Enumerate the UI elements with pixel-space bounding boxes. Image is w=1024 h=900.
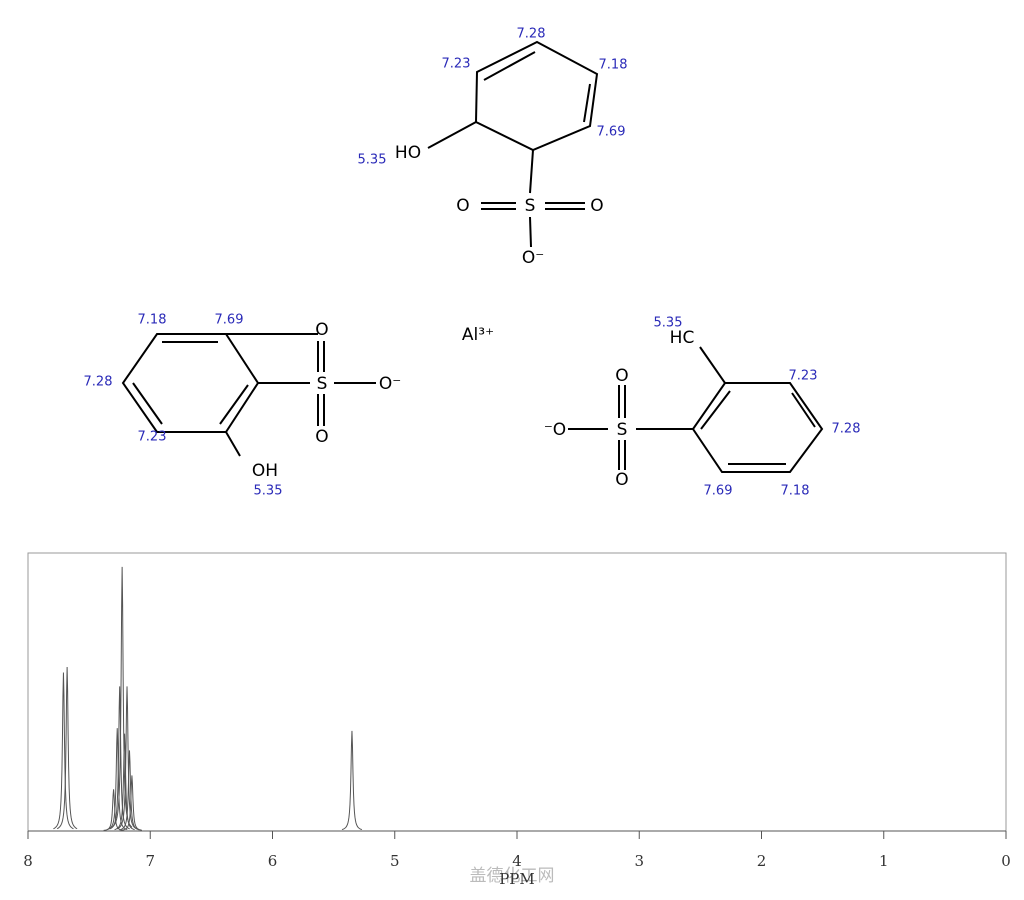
x-tick-label: 7: [145, 852, 155, 870]
atom: O: [615, 470, 628, 490]
atom: O: [615, 366, 628, 386]
atom: O: [315, 320, 328, 340]
shift-label: 7.28: [517, 27, 546, 42]
bonds: [121, 333, 376, 457]
shift-label: 7.23: [789, 369, 818, 384]
shift-label: 7.69: [704, 484, 733, 499]
atom: O⁻: [379, 374, 401, 394]
peak: [56, 666, 78, 830]
x-tick-label: 6: [268, 852, 278, 870]
shift-label: 7.69: [215, 313, 244, 328]
peak: [114, 733, 135, 831]
shift-label: 5.35: [254, 484, 283, 499]
shift-label: 7.28: [84, 375, 113, 390]
shift-label: 7.18: [599, 58, 628, 73]
x-tick-label: 0: [1001, 852, 1011, 870]
shift-label: 7.18: [781, 484, 810, 499]
atom: S: [525, 196, 536, 216]
ion: Al³⁺: [462, 325, 494, 345]
bonds: [568, 346, 824, 473]
watermark: 盖德化工网: [470, 866, 555, 886]
peak: [53, 672, 74, 830]
peak: [116, 686, 138, 830]
x-tick-label: 5: [390, 852, 400, 870]
peak: [341, 730, 363, 831]
atom: S: [617, 420, 628, 440]
molecule-1: HO O S O O⁻ 7.28 7.23 7.18 7.69 5.35: [358, 27, 628, 269]
atom: O⁻: [522, 248, 544, 268]
molecule-2: O S O⁻ O OH 7.18 7.69 7.28 7.23 5.35: [84, 313, 402, 499]
x-tick-label: 4: [512, 852, 522, 870]
atom: HO: [395, 143, 421, 163]
x-tick-label: 3: [634, 852, 644, 870]
x-tick-label: 2: [757, 852, 767, 870]
peak: [119, 750, 140, 831]
shift-label: 7.23: [442, 57, 471, 72]
atom: O: [456, 196, 469, 216]
shift-label: 5.35: [358, 153, 387, 168]
atom: OH: [252, 461, 278, 481]
molecule-3: HC O S O ⁻O 5.35 7.23 7.28 7.69 7.18: [544, 316, 861, 499]
peak: [121, 775, 142, 831]
shift-label: 7.69: [597, 125, 626, 140]
shift-label: 5.35: [654, 316, 683, 331]
atom: ⁻O: [544, 420, 566, 440]
plot-frame: [27, 552, 1007, 832]
shift-label: 7.18: [138, 313, 167, 328]
shift-label: 7.28: [832, 422, 861, 437]
shift-label: 7.23: [138, 430, 167, 445]
x-tick-label: 8: [23, 852, 33, 870]
bonds: [427, 40, 599, 248]
x-axis-label: PPM: [499, 870, 535, 888]
atom: O: [315, 427, 328, 447]
x-tick-label: 1: [879, 852, 889, 870]
atom: HC: [670, 328, 695, 348]
atom: O: [590, 196, 603, 216]
atom: S: [317, 374, 328, 394]
